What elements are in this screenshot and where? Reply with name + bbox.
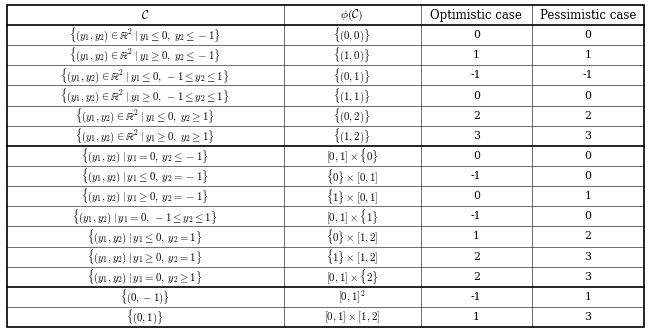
Text: $\{0\}\times[0,1]$: $\{0\}\times[0,1]$ xyxy=(326,167,378,186)
Text: 0: 0 xyxy=(584,30,592,40)
Text: $\{(y_1,y_2)\mid y_1\leq 0,\; y_2=1\}$: $\{(y_1,y_2)\mid y_1\leq 0,\; y_2=1\}$ xyxy=(87,227,203,246)
Text: 0: 0 xyxy=(584,211,592,221)
Text: 3: 3 xyxy=(584,131,592,141)
Text: Optimistic case: Optimistic case xyxy=(430,9,522,22)
Text: 1: 1 xyxy=(473,231,480,241)
Text: $\{(0,2)\}$: $\{(0,2)\}$ xyxy=(333,107,371,125)
Text: $\{0\}\times[1,2]$: $\{0\}\times[1,2]$ xyxy=(326,227,378,246)
Text: 3: 3 xyxy=(473,131,480,141)
Text: 2: 2 xyxy=(473,111,480,121)
Text: 0: 0 xyxy=(473,91,480,101)
Text: $\{(0,1)\}$: $\{(0,1)\}$ xyxy=(126,308,164,326)
Text: 1: 1 xyxy=(584,191,592,201)
Text: 0: 0 xyxy=(473,151,480,161)
Text: 1: 1 xyxy=(473,312,480,322)
Text: $\{1\}\times[0,1]$: $\{1\}\times[0,1]$ xyxy=(326,187,378,206)
Text: $\{(y_1,y_2)\mid y_1\geq 0,\; y_2=1\}$: $\{(y_1,y_2)\mid y_1\geq 0,\; y_2=1\}$ xyxy=(87,247,203,266)
Text: $\{(y_1,y_2)\mid y_1=0,\; y_2\geq 1\}$: $\{(y_1,y_2)\mid y_1=0,\; y_2\geq 1\}$ xyxy=(87,268,203,286)
Text: $\{1\}\times[1,2]$: $\{1\}\times[1,2]$ xyxy=(326,247,378,266)
Text: $\{(y_1,y_2)\in\mathbb{R}^2\mid y_1\leq 0,\; y_2\leq -1\}$: $\{(y_1,y_2)\in\mathbb{R}^2\mid y_1\leq … xyxy=(69,26,221,44)
Text: $[0,1]^2$: $[0,1]^2$ xyxy=(339,288,366,305)
Text: 3: 3 xyxy=(584,252,592,262)
Text: $\{(0,1)\}$: $\{(0,1)\}$ xyxy=(333,66,371,85)
Text: 0: 0 xyxy=(473,191,480,201)
Text: -1: -1 xyxy=(471,292,482,302)
Text: 1: 1 xyxy=(473,50,480,60)
Text: -1: -1 xyxy=(471,211,482,221)
Text: -1: -1 xyxy=(471,70,482,80)
Text: $\{(y_1,y_2)\mid y_1\geq 0,\; y_2=-1\}$: $\{(y_1,y_2)\mid y_1\geq 0,\; y_2=-1\}$ xyxy=(81,187,209,206)
Text: $\{(0,-1)\}$: $\{(0,-1)\}$ xyxy=(120,288,170,306)
Text: $[0,1]\times\{0\}$: $[0,1]\times\{0\}$ xyxy=(326,146,378,165)
Text: 0: 0 xyxy=(584,151,592,161)
Text: 2: 2 xyxy=(584,111,592,121)
Text: $\{(y_1,y_2)\in\mathbb{R}^2\mid y_1\leq 0,\; y_2\geq 1\}$: $\{(y_1,y_2)\in\mathbb{R}^2\mid y_1\leq … xyxy=(75,107,215,125)
Text: $[0,1]\times\{2\}$: $[0,1]\times\{2\}$ xyxy=(326,267,378,286)
Text: 1: 1 xyxy=(584,292,592,302)
Text: $\{(y_1,y_2)\in\mathbb{R}^2\mid y_1\geq 0,\; y_2\geq 1\}$: $\{(y_1,y_2)\in\mathbb{R}^2\mid y_1\geq … xyxy=(75,126,215,145)
Text: 2: 2 xyxy=(473,272,480,282)
Text: $\{(y_1,y_2)\in\mathbb{R}^2\mid y_1\geq 0,\;-1\leq y_2\leq 1\}$: $\{(y_1,y_2)\in\mathbb{R}^2\mid y_1\geq … xyxy=(60,86,229,105)
Text: $\{(y_1,y_2)\mid y_1=0,\; y_2\leq -1\}$: $\{(y_1,y_2)\mid y_1=0,\; y_2\leq -1\}$ xyxy=(81,147,209,165)
Text: 0: 0 xyxy=(584,171,592,181)
Text: $\{(0,0)\}$: $\{(0,0)\}$ xyxy=(333,26,371,44)
Text: 0: 0 xyxy=(473,30,480,40)
Text: $[0,1]\times[1,2]$: $[0,1]\times[1,2]$ xyxy=(324,309,380,325)
Text: $\{(y_1,y_2)\mid y_1=0,\;-1\leq y_2\leq 1\}$: $\{(y_1,y_2)\mid y_1=0,\;-1\leq y_2\leq … xyxy=(72,207,218,225)
Text: $\{(y_1,y_2)\in\mathbb{R}^2\mid y_1\leq 0,\;-1\leq y_2\leq 1\}$: $\{(y_1,y_2)\in\mathbb{R}^2\mid y_1\leq … xyxy=(60,66,229,85)
Text: $\mathcal{C}$: $\mathcal{C}$ xyxy=(141,9,149,22)
Text: -1: -1 xyxy=(471,171,482,181)
Text: $[0,1]\times\{1\}$: $[0,1]\times\{1\}$ xyxy=(326,207,378,226)
Text: $\{(y_1,y_2)\in\mathbb{R}^2\mid y_1\geq 0,\; y_2\leq -1\}$: $\{(y_1,y_2)\in\mathbb{R}^2\mid y_1\geq … xyxy=(69,46,221,64)
Text: $\{(y_1,y_2)\mid y_1\leq 0,\; y_2=-1\}$: $\{(y_1,y_2)\mid y_1\leq 0,\; y_2=-1\}$ xyxy=(81,167,209,185)
Text: $\{(1,0)\}$: $\{(1,0)\}$ xyxy=(333,46,371,64)
Text: $\{(1,1)\}$: $\{(1,1)\}$ xyxy=(333,86,371,105)
Text: 0: 0 xyxy=(584,91,592,101)
Text: 2: 2 xyxy=(584,231,592,241)
Text: 1: 1 xyxy=(584,50,592,60)
Text: $\phi(\mathcal{C})$: $\phi(\mathcal{C})$ xyxy=(341,7,364,23)
Text: -1: -1 xyxy=(582,70,593,80)
Text: 3: 3 xyxy=(584,312,592,322)
Text: $\{(1,2)\}$: $\{(1,2)\}$ xyxy=(333,126,371,145)
Text: 2: 2 xyxy=(473,252,480,262)
Text: Pessimistic case: Pessimistic case xyxy=(540,9,636,22)
Text: 3: 3 xyxy=(584,272,592,282)
